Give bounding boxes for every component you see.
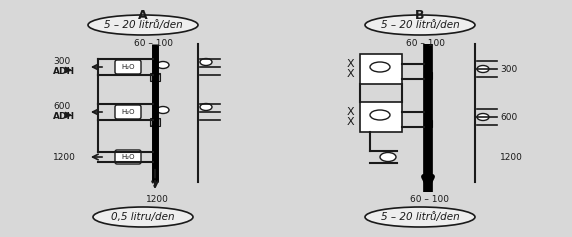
Text: 1200: 1200	[145, 195, 168, 204]
Ellipse shape	[380, 152, 396, 161]
Text: 0,5 litru/den: 0,5 litru/den	[111, 212, 175, 222]
Bar	[150, 73, 160, 81]
Text: 5 – 20 litrů/den: 5 – 20 litrů/den	[104, 20, 182, 30]
Text: ADH: ADH	[53, 67, 75, 76]
Ellipse shape	[157, 106, 169, 114]
FancyBboxPatch shape	[115, 150, 141, 164]
Bar	[424, 120, 432, 127]
Ellipse shape	[477, 114, 489, 120]
Text: 300: 300	[53, 56, 70, 65]
Ellipse shape	[200, 59, 212, 65]
Text: 60 – 100: 60 – 100	[411, 195, 450, 204]
Text: X: X	[346, 117, 354, 127]
Text: X: X	[346, 59, 354, 69]
Text: 300: 300	[500, 64, 517, 73]
Text: H₂O: H₂O	[121, 109, 135, 115]
Text: B: B	[415, 9, 425, 22]
Ellipse shape	[365, 15, 475, 35]
Text: 1200: 1200	[53, 152, 76, 161]
Text: X: X	[346, 107, 354, 117]
Text: H₂O: H₂O	[121, 64, 135, 70]
Text: 600: 600	[53, 101, 70, 110]
Ellipse shape	[477, 65, 489, 73]
Text: 5 – 20 litrů/den: 5 – 20 litrů/den	[380, 212, 459, 222]
Text: 1200: 1200	[500, 152, 523, 161]
Bar	[424, 72, 432, 79]
Text: A: A	[138, 9, 148, 22]
Text: 600: 600	[500, 113, 517, 122]
FancyBboxPatch shape	[115, 105, 141, 119]
Bar	[150, 118, 160, 126]
Ellipse shape	[157, 61, 169, 68]
Text: X: X	[346, 69, 354, 79]
Bar	[360, 102, 402, 132]
FancyBboxPatch shape	[115, 60, 141, 74]
Ellipse shape	[88, 15, 198, 35]
Text: H₂O: H₂O	[121, 154, 135, 160]
Bar	[360, 54, 402, 84]
Ellipse shape	[370, 110, 390, 120]
Ellipse shape	[365, 207, 475, 227]
Text: 60 – 100: 60 – 100	[406, 39, 444, 48]
Text: 5 – 20 litrů/den: 5 – 20 litrů/den	[380, 20, 459, 30]
Ellipse shape	[93, 207, 193, 227]
Text: ADH: ADH	[53, 111, 75, 120]
Text: 60 – 100: 60 – 100	[133, 39, 173, 48]
Ellipse shape	[370, 62, 390, 72]
Ellipse shape	[200, 104, 212, 110]
